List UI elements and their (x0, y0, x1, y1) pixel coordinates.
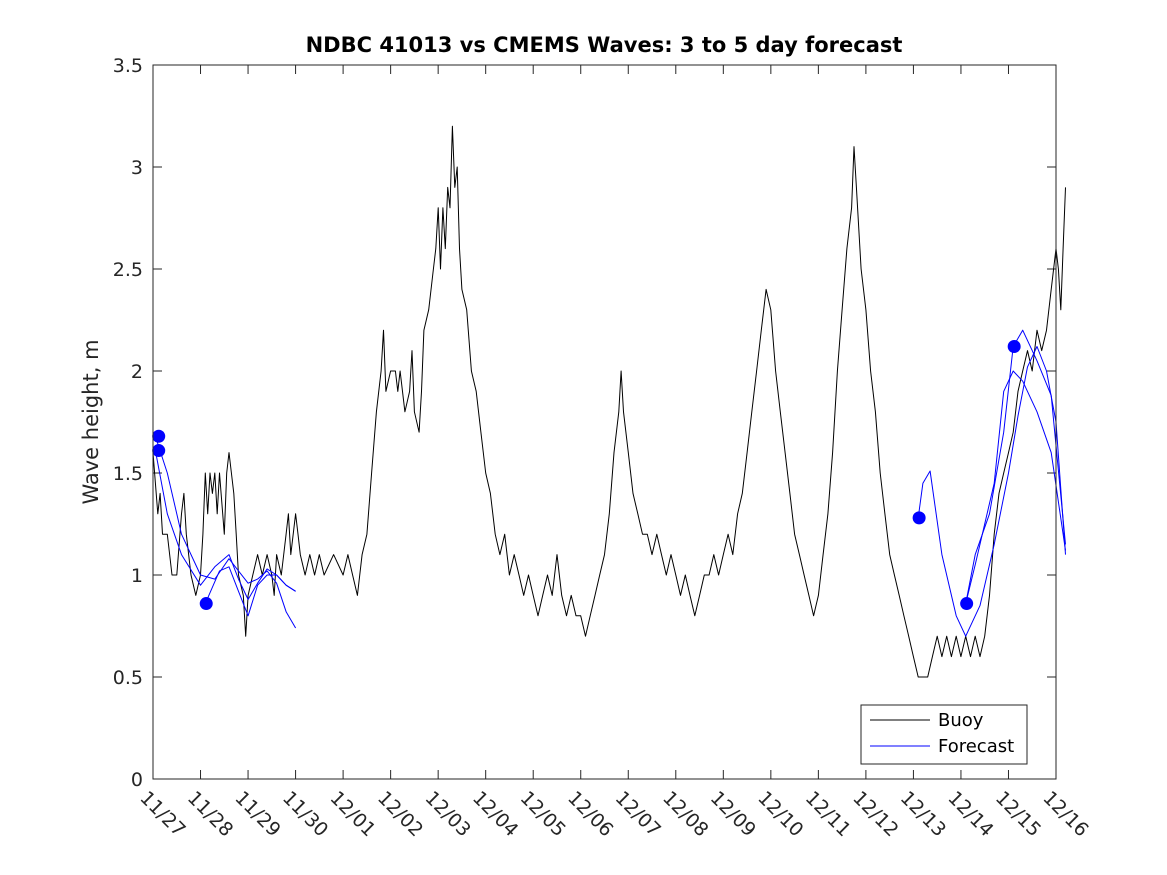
y-tick-label: 0 (131, 769, 143, 791)
forecast-marker-5 (960, 597, 974, 611)
forecast-marker-2 (152, 444, 166, 458)
y-tick-label: 3.5 (113, 55, 143, 77)
legend-label-buoy: Buoy (938, 710, 984, 731)
y-tick-label: 3 (131, 157, 143, 179)
series-layer (152, 125, 1066, 678)
axes-frame (152, 64, 1057, 780)
legend-box (860, 704, 1028, 765)
y-axis: 0 0.5 1 1.5 2 2.5 3 3.5 (113, 55, 1056, 791)
series-line-forecast-6 (965, 370, 1066, 604)
forecast-marker-1 (152, 429, 166, 443)
y-tick-label: 2.5 (113, 259, 143, 281)
series-line-buoy (152, 125, 1066, 678)
series-line-forecast-3 (204, 566, 296, 617)
forecast-marker-4 (912, 511, 926, 525)
chart-title: NDBC 41013 vs CMEMS Waves: 3 to 5 day fo… (306, 33, 903, 57)
y-axis-label: Wave height, m (79, 339, 103, 504)
y-tick-label: 0.5 (113, 667, 143, 689)
y-tick-label: 1 (131, 565, 143, 587)
forecast-marker-6 (1007, 340, 1021, 354)
plot-area (153, 65, 1056, 779)
y-tick-label: 1.5 (113, 463, 143, 485)
series-line-forecast-1 (154, 436, 297, 629)
y-tick-label: 2 (131, 361, 143, 383)
axes-background (153, 65, 1056, 779)
legend: Buoy Forecast (860, 704, 1028, 765)
series-line-forecast-4 (917, 346, 1066, 637)
legend-label-forecast: Forecast (938, 736, 1014, 757)
forecast-marker-3 (199, 597, 213, 611)
